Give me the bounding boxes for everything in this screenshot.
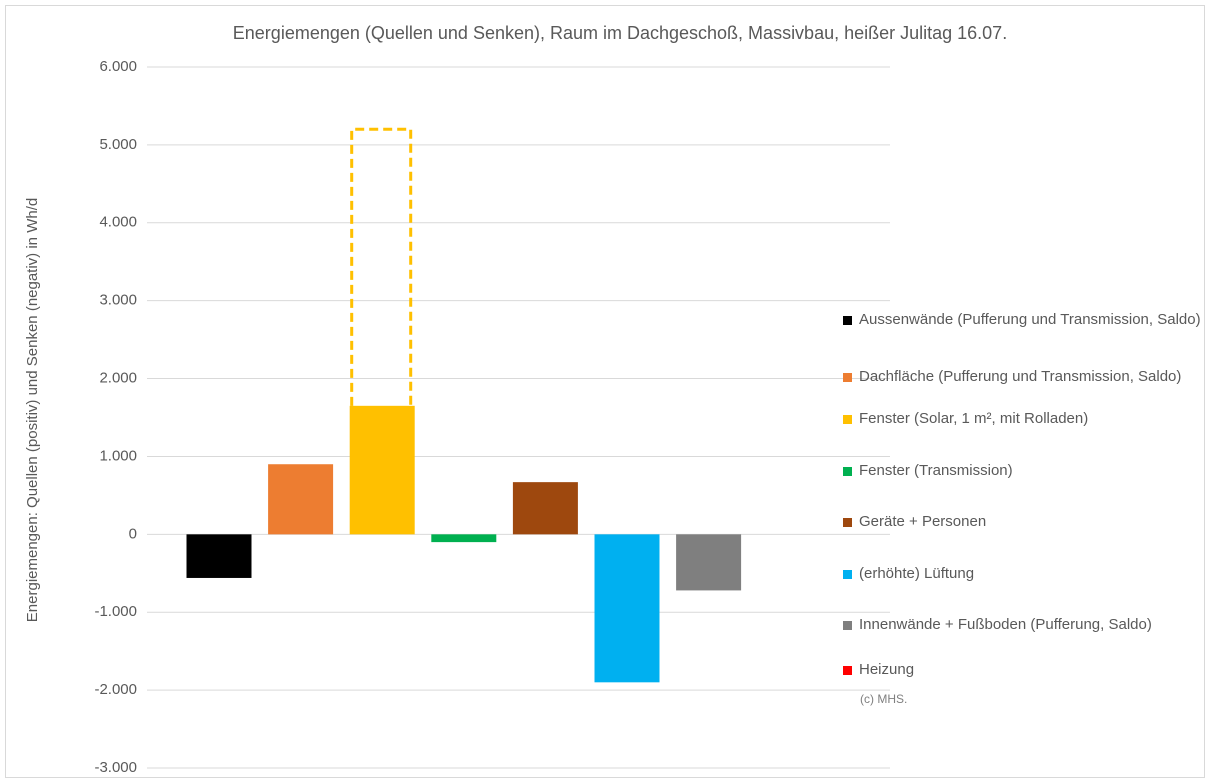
bar	[512, 482, 578, 535]
y-tick-label: 4.000	[99, 214, 137, 231]
y-tick-label: -3.000	[94, 759, 137, 776]
legend-swatch	[843, 621, 852, 630]
legend-label: Aussenwände (Pufferung und Transmission,…	[859, 311, 1201, 328]
y-axis-title: Energiemengen: Quellen (positiv) und Sen…	[24, 198, 41, 622]
y-tick-label: -2.000	[94, 681, 137, 698]
legend-item: Dachfläche (Pufferung und Transmission, …	[843, 366, 1203, 388]
legend-label: Heizung	[859, 661, 915, 678]
legend-label: Geräte + Personen	[859, 513, 987, 530]
legend-swatch	[843, 666, 852, 675]
legend-swatch	[843, 373, 852, 382]
legend-label: (erhöhte) Lüftung	[859, 565, 975, 582]
legend-item: Fenster (Solar, 1 m², mit Rolladen)	[843, 408, 1203, 430]
legend-item: Innenwände + Fußboden (Pufferung, Saldo)	[843, 614, 1203, 636]
bar	[431, 534, 497, 543]
legend-swatch	[843, 518, 852, 527]
legend-item: Heizung	[843, 659, 1203, 681]
legend-label: Dachfläche (Pufferung und Transmission, …	[859, 368, 1182, 385]
legend-swatch	[843, 316, 852, 325]
legend-label: Fenster (Transmission)	[859, 462, 1013, 479]
legend-label: Fenster (Solar, 1 m², mit Rolladen)	[859, 410, 1089, 427]
chart-title: Energiemengen (Quellen und Senken), Raum…	[233, 23, 1007, 43]
y-tick-label: 2.000	[99, 370, 137, 387]
legend-label: Innenwände + Fußboden (Pufferung, Saldo)	[859, 616, 1152, 633]
y-tick-label: 5.000	[99, 136, 137, 153]
y-tick-label: 3.000	[99, 292, 137, 309]
legend-swatch	[843, 415, 852, 424]
legend-swatch	[843, 467, 852, 476]
y-tick-label: 6.000	[99, 58, 137, 75]
bar	[268, 464, 334, 535]
legend-item: Fenster (Transmission)	[843, 460, 1203, 482]
legend-item: Aussenwände (Pufferung und Transmission,…	[843, 309, 1203, 331]
bar	[186, 534, 252, 578]
bar	[349, 405, 415, 535]
bar	[676, 534, 742, 591]
bar	[594, 534, 660, 683]
y-tick-label: -1.000	[94, 603, 137, 620]
copyright-note: (c) MHS.	[860, 692, 908, 706]
legend-item: Geräte + Personen	[843, 511, 1203, 533]
legend-item: (erhöhte) Lüftung	[843, 563, 1203, 585]
y-tick-label: 1.000	[99, 447, 137, 464]
legend-swatch	[843, 570, 852, 579]
y-tick-label: 0	[129, 525, 137, 542]
